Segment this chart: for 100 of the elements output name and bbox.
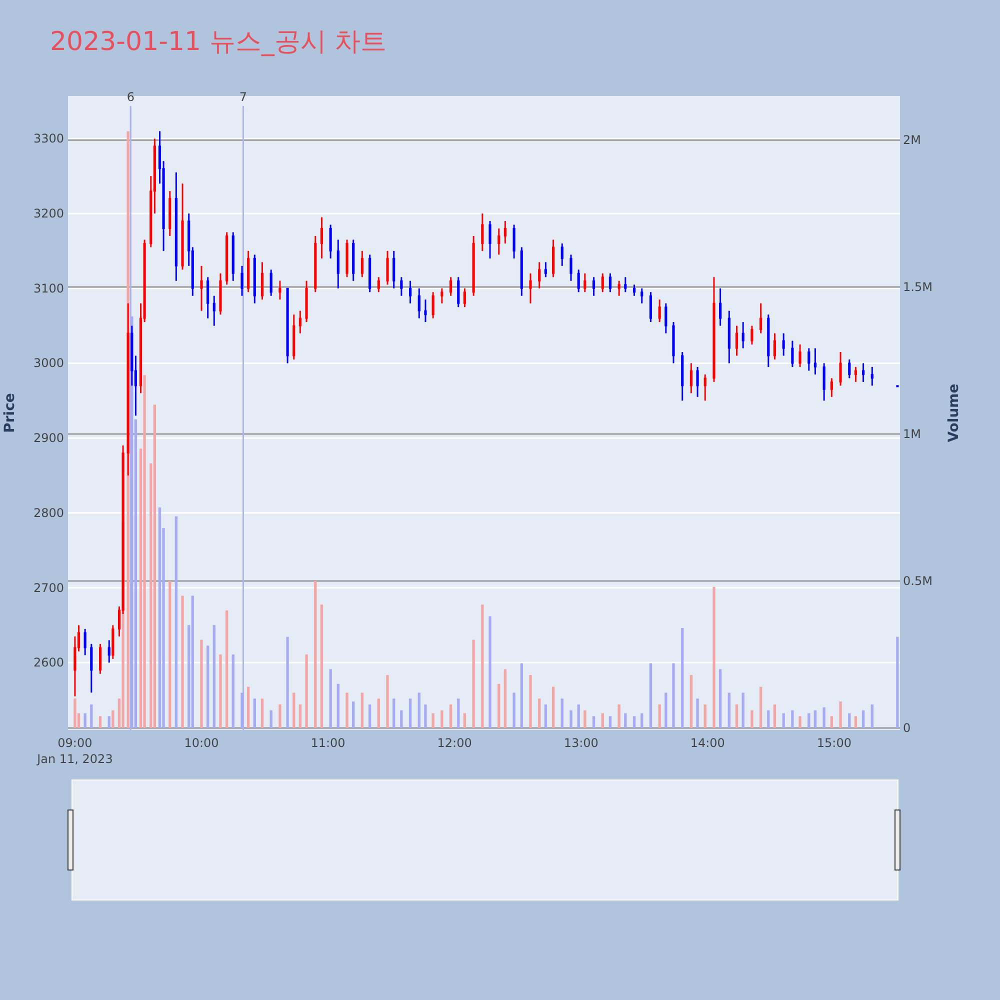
y2-tick-label: 1M xyxy=(903,427,921,442)
candlestick xyxy=(206,276,210,320)
candlestick xyxy=(782,332,785,356)
bar xyxy=(798,716,802,728)
bar xyxy=(870,704,874,728)
candlestick xyxy=(601,272,604,293)
bar xyxy=(896,636,899,728)
bar xyxy=(360,692,364,728)
candlestick xyxy=(298,310,302,334)
bar xyxy=(822,707,826,728)
bar xyxy=(704,704,706,728)
x-tick-label: 09:00 xyxy=(58,736,92,750)
candlestick xyxy=(377,276,380,293)
bar xyxy=(246,686,250,728)
text: Jan 11, 2023 xyxy=(36,752,113,766)
bar xyxy=(352,701,355,728)
candlestick xyxy=(592,276,596,297)
bar xyxy=(538,698,541,728)
bar xyxy=(278,704,282,728)
candlestick xyxy=(424,298,427,323)
candlestick xyxy=(544,261,547,278)
bar xyxy=(808,713,810,728)
candlestick xyxy=(463,288,466,308)
candlestick xyxy=(512,224,516,260)
candlestick xyxy=(773,332,776,360)
y2-tick-label: 0.5M xyxy=(903,574,932,588)
bar xyxy=(742,692,744,728)
y-tick-label: 2900 xyxy=(33,431,64,446)
bar xyxy=(577,704,580,728)
bar xyxy=(560,698,564,728)
candlestick xyxy=(481,212,484,252)
bar xyxy=(664,692,668,728)
x-tick-label: 10:00 xyxy=(184,736,219,750)
bar xyxy=(314,580,317,728)
candlestick xyxy=(278,280,282,300)
candlestick xyxy=(658,298,661,323)
y-tick-label: 3000 xyxy=(33,356,64,370)
bar xyxy=(432,713,434,728)
bar xyxy=(270,710,272,728)
candlestick xyxy=(839,351,842,386)
bar xyxy=(286,636,289,728)
bar xyxy=(108,716,110,728)
bar xyxy=(320,604,324,728)
bar xyxy=(504,669,507,728)
bar xyxy=(90,704,93,728)
bar xyxy=(512,692,516,728)
y-tick-label: 2700 xyxy=(33,580,64,595)
candlestick xyxy=(760,302,762,334)
bar xyxy=(424,704,427,728)
bar xyxy=(158,507,162,728)
bar xyxy=(830,716,833,728)
bar xyxy=(463,713,466,728)
bar xyxy=(854,716,858,728)
y-tick-label: 3100 xyxy=(33,281,64,296)
y-tick-label: 2800 xyxy=(33,506,64,520)
candlestick xyxy=(400,276,403,297)
candlestick xyxy=(618,280,620,297)
bar xyxy=(759,686,762,728)
candlestick xyxy=(108,639,110,664)
bar xyxy=(232,654,234,728)
candlestick xyxy=(336,238,340,290)
candlestick xyxy=(538,261,541,290)
bar xyxy=(168,580,172,728)
candlestick xyxy=(584,272,586,293)
bar xyxy=(848,713,851,728)
candlestick xyxy=(808,348,810,372)
bar xyxy=(440,710,444,728)
candlestick xyxy=(498,228,500,256)
candlestick xyxy=(791,340,794,368)
candlestick xyxy=(664,302,668,334)
bar xyxy=(200,640,203,728)
bar xyxy=(735,704,738,728)
bar xyxy=(181,596,184,728)
bar xyxy=(839,701,842,728)
bar xyxy=(292,692,296,728)
bar xyxy=(608,716,612,728)
bar xyxy=(377,698,380,728)
candlestick xyxy=(84,628,86,656)
candlestick xyxy=(870,366,874,386)
bar xyxy=(206,646,210,728)
bar xyxy=(481,604,484,728)
bar xyxy=(112,710,114,728)
bar xyxy=(253,698,256,728)
candlestick xyxy=(440,288,444,304)
bar xyxy=(791,710,794,728)
bar xyxy=(718,669,722,728)
candlestick xyxy=(560,242,564,267)
candlestick xyxy=(830,377,833,398)
x-tick-label: 14:00 xyxy=(690,736,725,750)
candlestick xyxy=(862,362,865,383)
candlestick xyxy=(735,325,738,356)
y-tick-label: 3200 xyxy=(33,206,64,221)
candlestick xyxy=(457,276,460,308)
candlestick xyxy=(270,268,272,297)
candlestick xyxy=(449,276,452,297)
bar xyxy=(449,704,452,728)
bar xyxy=(400,710,403,728)
bar xyxy=(584,710,586,728)
bar xyxy=(298,704,302,728)
annotation: 7 xyxy=(239,90,248,104)
